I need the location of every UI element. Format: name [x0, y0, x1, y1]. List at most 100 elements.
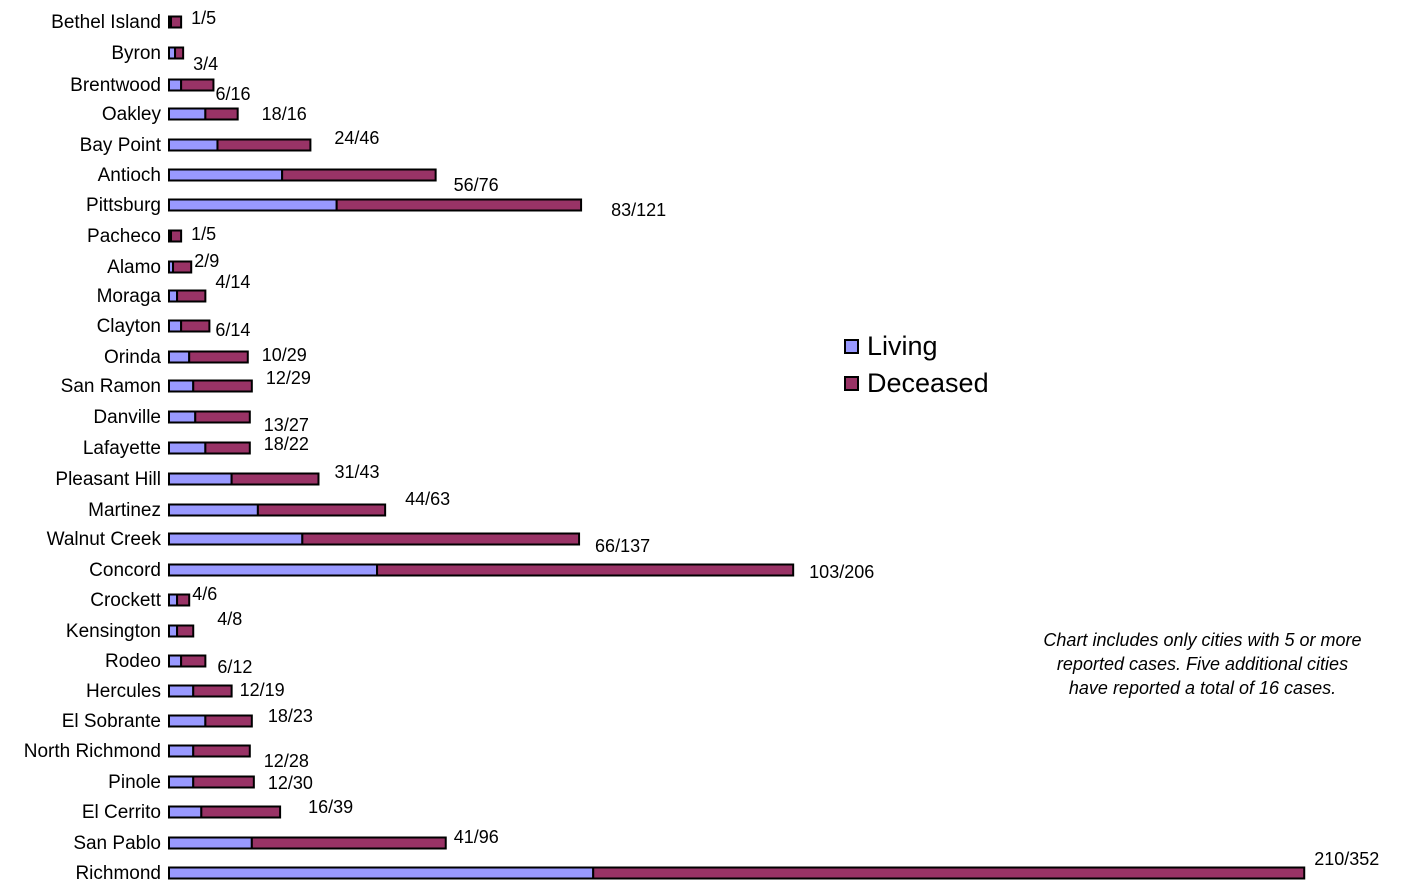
value-label-richmond: 210/352 [1314, 849, 1379, 869]
bar-deceased-brentwood [180, 78, 215, 92]
bar-living-el-sobrante [168, 714, 207, 728]
value-label-danville: 13/27 [264, 415, 309, 435]
value-label-kensington: 4/8 [217, 609, 242, 629]
value-label-el-sobrante: 18/23 [268, 706, 313, 726]
value-label-hercules: 12/19 [240, 680, 285, 700]
bar-deceased-rodeo [180, 654, 207, 668]
value-label-brentwood: 6/16 [215, 84, 250, 104]
bar-deceased-pleasant-hill [230, 472, 320, 486]
bar-living-brentwood [168, 78, 183, 92]
value-label-orinda: 10/29 [262, 345, 307, 365]
bar-deceased-bethel-island [170, 15, 183, 29]
category-label-lafayette: Lafayette [83, 438, 161, 459]
category-label-pacheco: Pacheco [87, 226, 161, 247]
bar-deceased-richmond [592, 866, 1306, 880]
bar-living-concord [168, 563, 379, 577]
category-label-byron: Byron [111, 43, 161, 64]
value-label-alamo: 2/9 [194, 251, 219, 271]
bar-deceased-el-sobrante [204, 714, 253, 728]
category-label-pleasant-hill: Pleasant Hill [55, 469, 161, 490]
bars-group [168, 15, 1306, 880]
category-label-el-sobrante: El Sobrante [62, 711, 161, 732]
category-label-bay-point: Bay Point [80, 135, 162, 156]
category-label-orinda: Orinda [104, 347, 161, 368]
bar-living-pleasant-hill [168, 472, 233, 486]
category-label-moraga: Moraga [97, 286, 162, 307]
bar-deceased-orinda [188, 350, 249, 364]
category-label-pittsburg: Pittsburg [86, 195, 161, 216]
bar-living-pittsburg [168, 198, 338, 212]
bar-living-hercules [168, 684, 195, 698]
legend-label-living: Living [867, 331, 938, 361]
value-label-pleasant-hill: 31/43 [334, 462, 379, 482]
bar-deceased-san-pablo [250, 836, 447, 850]
bar-deceased-pacheco [170, 229, 183, 243]
category-label-kensington: Kensington [66, 621, 161, 642]
bar-deceased-kensington [176, 624, 195, 638]
bar-living-orinda [168, 350, 191, 364]
value-label-san-ramon: 12/29 [266, 368, 311, 388]
bar-deceased-danville [194, 410, 251, 424]
bar-living-pinole [168, 775, 195, 789]
bar-deceased-moraga [176, 289, 207, 303]
bar-deceased-north-richmond [192, 744, 251, 758]
bar-living-moraga [168, 289, 179, 303]
bar-living-el-cerrito [168, 805, 203, 819]
bar-deceased-antioch [281, 168, 437, 182]
category-label-alamo: Alamo [107, 257, 161, 278]
value-label-bay-point: 24/46 [334, 128, 379, 148]
bar-deceased-pinole [192, 775, 255, 789]
category-label-crockett: Crockett [90, 590, 161, 611]
category-label-bethel-island: Bethel Island [51, 12, 161, 33]
value-label-antioch: 56/76 [454, 175, 499, 195]
category-label-el-cerrito: El Cerrito [82, 802, 161, 823]
bar-deceased-alamo [172, 260, 193, 274]
category-label-concord: Concord [89, 560, 161, 581]
value-label-oakley: 18/16 [262, 104, 307, 124]
bar-living-rodeo [168, 654, 183, 668]
value-label-san-pablo: 41/96 [454, 827, 499, 847]
bar-living-richmond [168, 866, 595, 880]
bar-living-san-pablo [168, 836, 253, 850]
value-label-crockett: 4/6 [192, 584, 217, 604]
legend-swatch-deceased [844, 376, 859, 391]
category-label-san-ramon: San Ramon [61, 376, 161, 397]
chart-note: Chart includes only cities with 5 or mor… [1043, 630, 1362, 698]
bar-living-bay-point [168, 138, 219, 152]
bar-living-walnut-creek [168, 532, 304, 546]
bar-living-antioch [168, 168, 284, 182]
value-label-bethel-island: 1/5 [191, 8, 216, 28]
legend: Living Deceased [844, 331, 989, 398]
bar-deceased-hercules [192, 684, 233, 698]
category-label-richmond: Richmond [75, 863, 161, 884]
category-label-clayton: Clayton [97, 316, 161, 337]
value-label-byron: 3/4 [193, 54, 218, 74]
value-label-pittsburg: 83/121 [611, 200, 666, 220]
bar-deceased-el-cerrito [200, 805, 282, 819]
category-label-walnut-creek: Walnut Creek [47, 529, 162, 550]
bar-living-martinez [168, 503, 259, 517]
bar-living-north-richmond [168, 744, 195, 758]
bar-deceased-san-ramon [192, 379, 253, 393]
value-label-el-cerrito: 16/39 [308, 797, 353, 817]
category-label-oakley: Oakley [102, 104, 162, 125]
bar-deceased-oakley [204, 107, 239, 121]
value-label-martinez: 44/63 [405, 489, 450, 509]
category-label-danville: Danville [93, 407, 161, 428]
category-labels: Bethel Island Byron Brentwood Oakley Bay Poi… [24, 12, 162, 884]
bar-deceased-clayton [180, 319, 211, 333]
bar-living-crockett [168, 593, 179, 607]
category-label-san-pablo: San Pablo [73, 833, 161, 854]
bar-deceased-lafayette [204, 441, 251, 455]
category-label-hercules: Hercules [86, 681, 161, 702]
bar-living-kensington [168, 624, 179, 638]
bar-deceased-crockett [176, 593, 191, 607]
value-label-rodeo: 6/12 [217, 657, 252, 677]
value-label-pacheco: 1/5 [191, 224, 216, 244]
value-label-concord: 103/206 [809, 562, 874, 582]
bar-deceased-martinez [256, 503, 387, 517]
bar-deceased-walnut-creek [301, 532, 581, 546]
legend-label-deceased: Deceased [867, 368, 989, 398]
bar-living-clayton [168, 319, 183, 333]
value-label-walnut-creek: 66/137 [595, 536, 650, 556]
